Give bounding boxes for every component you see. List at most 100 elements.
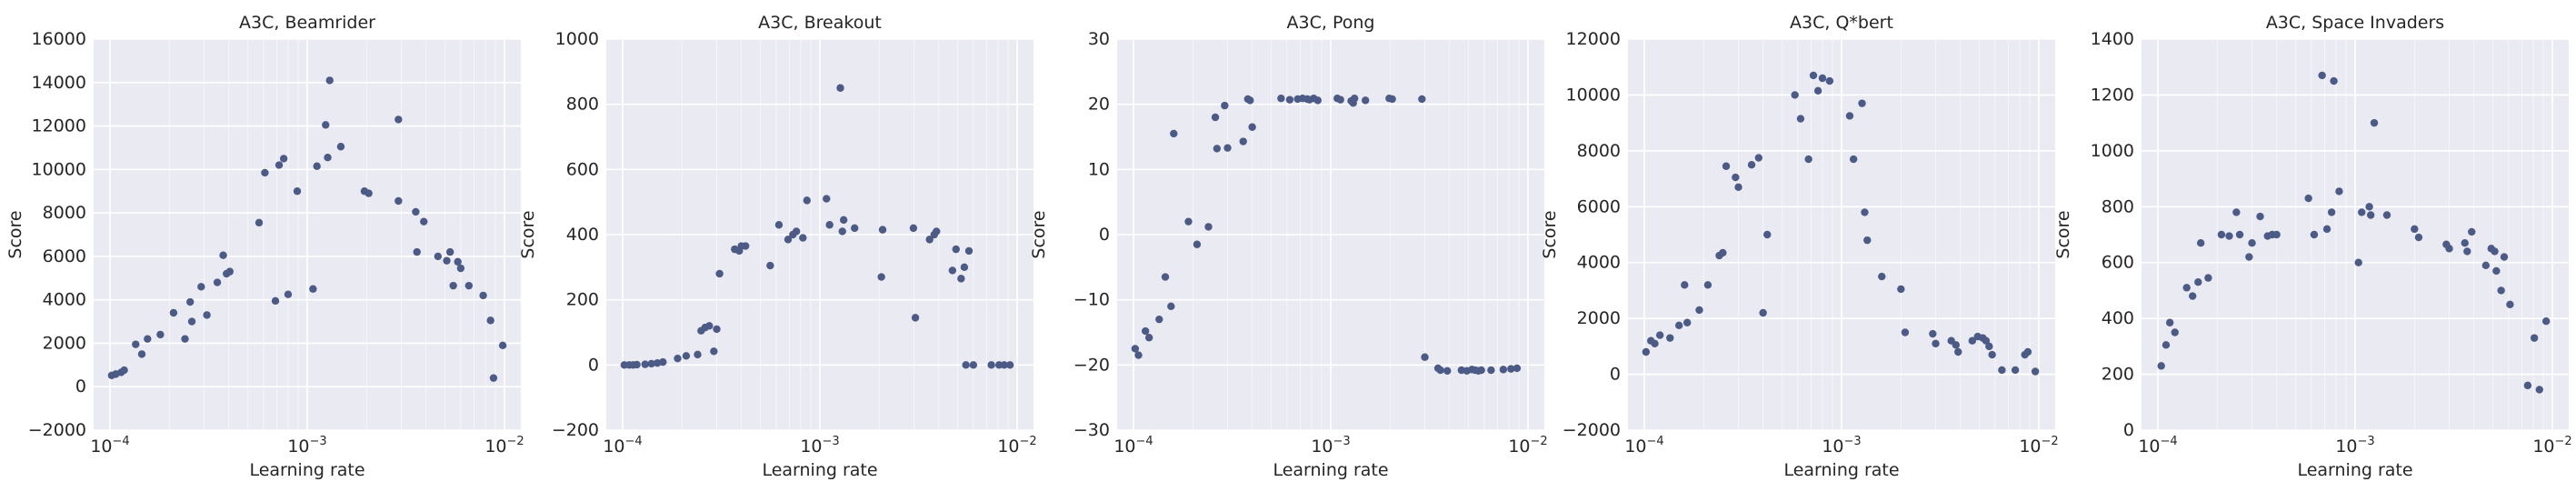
data-point (420, 217, 428, 226)
data-point (839, 216, 848, 225)
data-point (1754, 154, 1763, 162)
data-point (964, 246, 973, 256)
data-point (825, 221, 834, 229)
y-tick-label: 400 (2102, 308, 2134, 328)
data-point (322, 121, 330, 129)
data-point (851, 224, 859, 233)
y-tick-label: 1200 (2091, 85, 2134, 105)
data-point (1818, 74, 1827, 83)
data-point (1388, 95, 1396, 104)
data-point (2330, 76, 2338, 85)
data-point (836, 84, 844, 92)
x-axis-label: Learning rate (249, 460, 364, 480)
data-point (2481, 261, 2491, 269)
data-point (2322, 225, 2331, 234)
data-point (877, 273, 885, 281)
data-point (225, 267, 235, 276)
data-point (2171, 328, 2179, 336)
y-tick-label: 0 (1099, 225, 1110, 245)
data-point (2165, 318, 2174, 326)
chart-panel: 10−4 10−3 10−2 −2000 0 2000 4000 6000 8000 10000 1… (1540, 13, 2059, 480)
data-point (960, 263, 969, 272)
data-point (2157, 362, 2165, 370)
data-point (2358, 208, 2366, 216)
y-tick-label: −20 (1073, 355, 1110, 375)
y-tick-label: 0 (1610, 365, 1621, 385)
data-point (413, 247, 421, 256)
data-point (1336, 95, 1344, 104)
data-point (313, 162, 321, 170)
data-point (1246, 96, 1254, 105)
data-point (641, 360, 649, 368)
data-point (710, 347, 718, 356)
data-point (1443, 366, 1452, 375)
y-tick-label: 4000 (43, 290, 86, 310)
y-tick-label: 12000 (32, 116, 86, 136)
data-point (2196, 239, 2205, 247)
chart-title: A3C, Q*bert (1790, 13, 1893, 33)
data-point (1849, 155, 1858, 164)
y-tick-label: 8000 (1577, 141, 1621, 161)
data-point (1682, 318, 1692, 326)
data-point (1005, 361, 1014, 369)
data-point (647, 359, 655, 368)
y-tick-label: 8000 (43, 203, 86, 223)
data-point (1858, 99, 1866, 107)
data-point (219, 251, 227, 259)
y-tick-label: 2000 (1577, 308, 1621, 328)
data-point (2500, 253, 2509, 261)
data-point (1804, 155, 1812, 164)
data-point (2189, 292, 2197, 300)
data-point (2318, 71, 2326, 80)
data-point (1221, 101, 1229, 110)
y-tick-label: 800 (2102, 196, 2134, 216)
data-point (633, 360, 641, 369)
y-tick-label: 0 (2123, 420, 2134, 440)
data-point (713, 325, 721, 334)
data-point (987, 361, 995, 369)
data-point (169, 308, 178, 317)
data-point (213, 278, 222, 286)
data-point (261, 168, 269, 177)
data-point (2497, 286, 2505, 295)
x-axis-label: Learning rate (1783, 460, 1899, 480)
data-point (1642, 347, 1651, 356)
data-point (682, 352, 691, 360)
data-point (2468, 227, 2476, 236)
data-point (486, 316, 494, 325)
data-point (1350, 95, 1359, 103)
data-point (2335, 187, 2343, 196)
data-point (1000, 361, 1008, 369)
y-tick-label: 1400 (2091, 29, 2134, 49)
data-point (2182, 284, 2191, 292)
y-tick-label: 10 (1088, 159, 1110, 179)
data-point (1734, 183, 1742, 191)
data-point (293, 187, 302, 196)
data-point (1666, 334, 1674, 342)
data-point (1759, 308, 1767, 317)
data-point (1141, 326, 1150, 336)
data-point (2463, 247, 2471, 256)
data-point (454, 257, 462, 266)
y-tick-label: −2000 (1563, 420, 1621, 440)
data-point (1703, 281, 1712, 289)
x-tick-label: 10−4 (2138, 435, 2177, 457)
y-tick-label: −10 (1073, 290, 1110, 310)
data-point (957, 275, 965, 283)
x-tick-label: 10−2 (484, 435, 524, 457)
data-point (2365, 203, 2373, 211)
y-tick-label: −30 (1073, 420, 1110, 440)
data-point (1825, 76, 1834, 85)
data-point (279, 155, 288, 163)
data-point (464, 281, 474, 290)
data-point (1418, 95, 1426, 104)
data-point (1719, 248, 1727, 257)
data-point (434, 252, 443, 261)
data-point (1277, 95, 1285, 103)
data-point (275, 161, 284, 169)
data-point (1487, 366, 1495, 375)
data-point (2245, 253, 2253, 261)
data-point (1507, 365, 1515, 373)
data-point (2445, 245, 2453, 253)
